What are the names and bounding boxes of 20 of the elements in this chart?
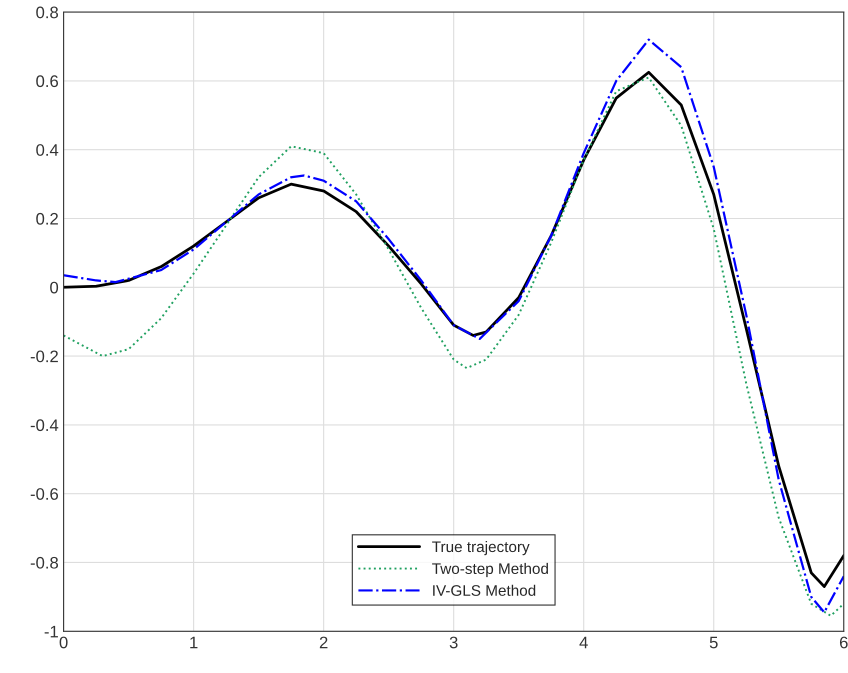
y-tick-label: 0.8 xyxy=(36,6,58,18)
x-tick-label: 2 xyxy=(320,636,328,648)
legend-label: IV-GLS Method xyxy=(433,584,536,596)
y-tick-label: 0.2 xyxy=(36,212,58,225)
x-tick-label: 0 xyxy=(60,636,68,648)
y-tick-label: -0.8 xyxy=(30,556,58,569)
y-tick-label: -0.2 xyxy=(30,350,58,362)
y-tick-label: 0.4 xyxy=(36,144,58,156)
x-tick-label: 1 xyxy=(190,636,198,648)
y-tick-label: -0.4 xyxy=(30,419,58,432)
x-tick-label: 6 xyxy=(840,636,848,648)
x-tick-label: 3 xyxy=(450,636,458,648)
legend-label: Two-step Method xyxy=(432,562,548,578)
x-tick-label: 5 xyxy=(710,636,718,648)
y-tick-label: 0.6 xyxy=(36,75,58,88)
y-tick-label: 0 xyxy=(50,282,58,294)
y-tick-label: -1 xyxy=(44,626,58,638)
x-tick-label: 4 xyxy=(579,636,588,648)
y-tick-label: -0.6 xyxy=(30,488,58,500)
legend-label: True trajectory xyxy=(432,540,530,556)
